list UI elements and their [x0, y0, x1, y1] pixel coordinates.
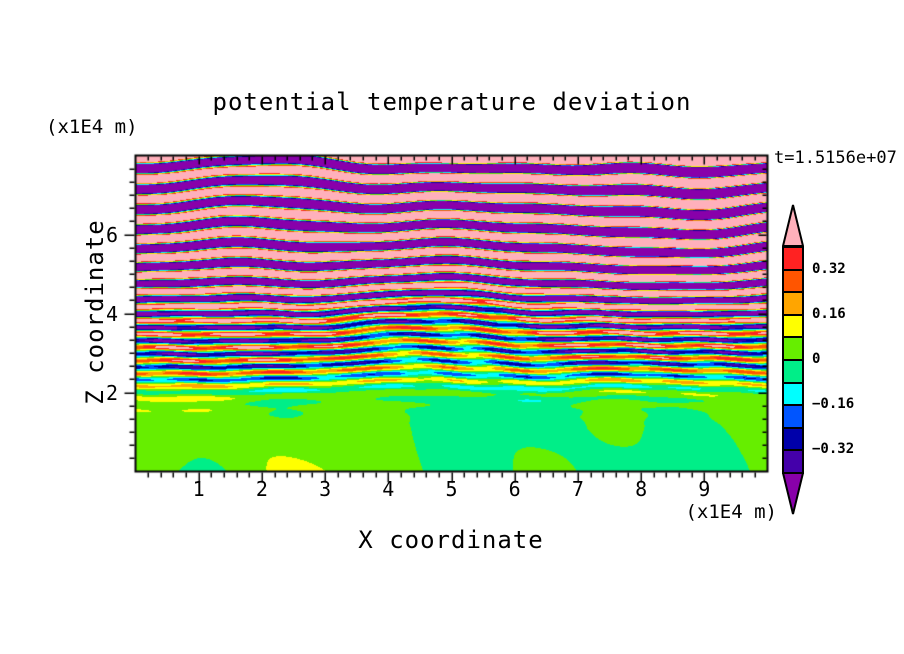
colorbar-tick-label: 0 — [812, 351, 821, 367]
plot-title: potential temperature deviation — [212, 88, 692, 116]
colorbar-segment — [784, 270, 802, 294]
y-axis-unit-label: (x1E4 m) — [46, 116, 138, 138]
y-tick-label: 2 — [105, 380, 118, 405]
colorbar-segment — [784, 406, 802, 429]
x-tick-label: 9 — [698, 477, 711, 501]
colorbar-segment — [784, 293, 802, 316]
time-annotation: t=1.5156e+07 — [774, 148, 897, 168]
colorbar-arrow-up-icon — [782, 204, 804, 247]
x-tick-label: 4 — [382, 477, 395, 501]
x-tick-label: 5 — [445, 477, 458, 501]
colorbar-segment — [784, 383, 802, 407]
colorbar-segment — [784, 248, 802, 271]
colorbar-tick-label: 0.32 — [812, 260, 846, 277]
colorbar-segment — [784, 338, 802, 361]
x-tick-label: 3 — [319, 477, 332, 501]
y-tick-label: 4 — [105, 301, 118, 326]
x-axis-unit-label: (x1E4 m) — [685, 501, 777, 523]
colorbar-tick-label: 0.16 — [812, 305, 846, 322]
colorbar — [782, 246, 804, 474]
colorbar-tick-label: −0.16 — [812, 396, 855, 413]
x-tick-label: 1 — [192, 477, 205, 501]
colorbar-segment — [784, 315, 802, 339]
x-tick-label: 7 — [571, 477, 584, 501]
contour-field-canvas — [136, 156, 767, 471]
x-axis-title: X coordinate — [358, 526, 544, 554]
colorbar-tick-label: −0.32 — [812, 441, 855, 458]
x-tick-label: 2 — [255, 477, 268, 501]
x-tick-label: 6 — [508, 477, 521, 501]
x-tick-label: 8 — [635, 477, 648, 501]
y-tick-label: 6 — [105, 222, 118, 247]
colorbar-segment — [784, 428, 802, 452]
colorbar-arrow-down-icon — [782, 472, 804, 515]
colorbar-segment — [784, 360, 802, 384]
colorbar-segment — [784, 451, 802, 472]
